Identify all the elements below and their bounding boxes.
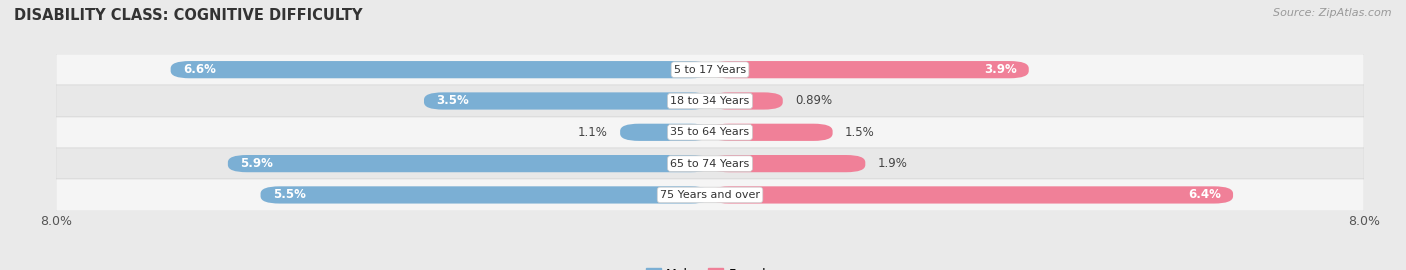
Text: DISABILITY CLASS: COGNITIVE DIFFICULTY: DISABILITY CLASS: COGNITIVE DIFFICULTY: [14, 8, 363, 23]
Bar: [56, 54, 1364, 85]
Text: 3.5%: 3.5%: [436, 94, 470, 107]
FancyBboxPatch shape: [260, 186, 710, 204]
FancyBboxPatch shape: [710, 61, 1029, 78]
Text: 1.1%: 1.1%: [578, 126, 607, 139]
Text: Source: ZipAtlas.com: Source: ZipAtlas.com: [1274, 8, 1392, 18]
FancyBboxPatch shape: [425, 92, 710, 110]
Bar: [56, 85, 1364, 117]
Text: 5.5%: 5.5%: [273, 188, 305, 201]
FancyBboxPatch shape: [710, 186, 1233, 204]
FancyBboxPatch shape: [228, 155, 710, 172]
Text: 1.5%: 1.5%: [845, 126, 875, 139]
Text: 75 Years and over: 75 Years and over: [659, 190, 761, 200]
Text: 5 to 17 Years: 5 to 17 Years: [673, 65, 747, 75]
Text: 5.9%: 5.9%: [240, 157, 273, 170]
Text: 0.89%: 0.89%: [794, 94, 832, 107]
Legend: Male, Female: Male, Female: [641, 263, 779, 270]
FancyBboxPatch shape: [620, 124, 710, 141]
Bar: [56, 179, 1364, 211]
Text: 6.6%: 6.6%: [183, 63, 215, 76]
Bar: [56, 148, 1364, 179]
Text: 1.9%: 1.9%: [877, 157, 907, 170]
FancyBboxPatch shape: [710, 124, 832, 141]
FancyBboxPatch shape: [170, 61, 710, 78]
Text: 65 to 74 Years: 65 to 74 Years: [671, 158, 749, 169]
FancyBboxPatch shape: [710, 92, 783, 110]
Text: 18 to 34 Years: 18 to 34 Years: [671, 96, 749, 106]
Text: 35 to 64 Years: 35 to 64 Years: [671, 127, 749, 137]
Text: 6.4%: 6.4%: [1188, 188, 1220, 201]
Bar: [56, 117, 1364, 148]
FancyBboxPatch shape: [710, 155, 865, 172]
Text: 3.9%: 3.9%: [984, 63, 1017, 76]
